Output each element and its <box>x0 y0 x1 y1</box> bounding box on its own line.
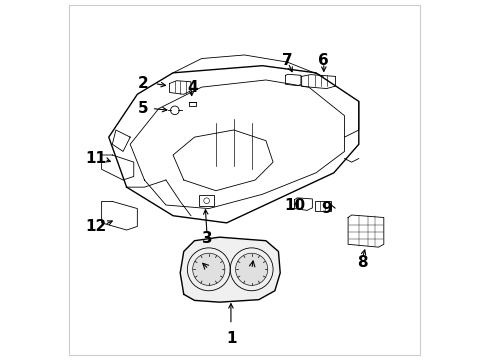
Text: 6: 6 <box>317 53 328 68</box>
Text: 1: 1 <box>226 332 237 346</box>
Text: 7: 7 <box>282 53 292 68</box>
Text: 2: 2 <box>137 76 148 91</box>
Text: 12: 12 <box>85 219 107 234</box>
Text: 11: 11 <box>85 151 106 166</box>
Text: 10: 10 <box>284 198 305 212</box>
Circle shape <box>235 253 267 285</box>
Polygon shape <box>180 237 280 302</box>
Circle shape <box>192 253 224 285</box>
Text: 5: 5 <box>137 101 148 116</box>
Text: 8: 8 <box>356 255 367 270</box>
Text: 3: 3 <box>201 231 212 247</box>
Text: 9: 9 <box>321 201 331 216</box>
Text: 4: 4 <box>187 80 198 95</box>
